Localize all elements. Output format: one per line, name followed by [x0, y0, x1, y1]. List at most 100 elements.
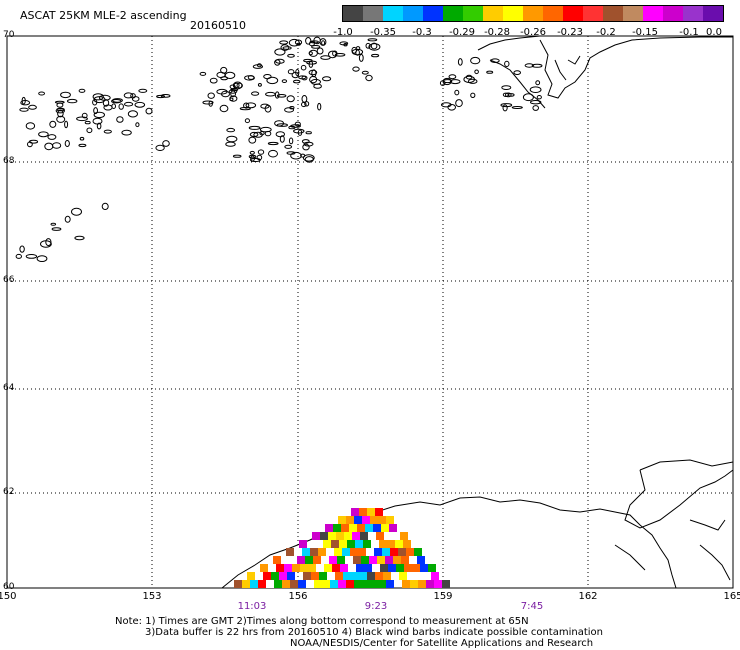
wind-cell: [399, 572, 407, 580]
longitude-label: 150: [0, 591, 17, 602]
ice-contour: [308, 49, 318, 57]
wind-cell: [346, 516, 354, 524]
ice-contour: [535, 80, 541, 86]
ice-contour: [199, 71, 207, 76]
color-swatch: [483, 6, 503, 21]
color-swatch: [523, 6, 543, 21]
ice-contour: [264, 130, 272, 137]
wind-cell: [388, 564, 396, 572]
ice-contour: [76, 116, 88, 122]
pass-time-1: 11:03: [237, 601, 267, 612]
ice-contour: [502, 104, 508, 112]
wind-cell: [341, 524, 349, 532]
wind-cell: [260, 564, 268, 572]
color-tick-label: -0.23: [557, 27, 583, 38]
ice-contour: [131, 96, 140, 102]
wind-cell: [321, 556, 329, 564]
wind-cell: [390, 548, 398, 556]
color-swatch: [363, 6, 383, 21]
ice-contour: [156, 94, 166, 99]
wind-cell: [364, 564, 372, 572]
latitude-label: 68: [3, 156, 15, 166]
wind-cell: [292, 564, 300, 572]
ice-contour: [257, 83, 262, 87]
wind-cell: [359, 508, 367, 516]
ice-contour: [504, 60, 510, 68]
ice-contour: [209, 77, 218, 84]
ice-contour: [455, 99, 463, 108]
ice-contour: [367, 38, 378, 42]
ice-contour: [447, 104, 457, 111]
wind-cell: [369, 556, 377, 564]
color-swatch: [643, 6, 663, 21]
wind-cell: [337, 556, 345, 564]
ice-contour: [490, 58, 500, 64]
ice-contour: [294, 39, 303, 46]
ice-contour: [247, 75, 255, 80]
ice-contour: [454, 89, 460, 96]
wind-cell: [352, 532, 360, 540]
ice-contour: [123, 92, 134, 99]
wind-cell: [395, 540, 403, 548]
wind-cell: [383, 572, 391, 580]
longitude-label: 153: [142, 591, 162, 602]
ice-contour: [248, 136, 257, 144]
wind-cell: [351, 508, 359, 516]
wind-cell: [299, 540, 307, 548]
ice-contour: [127, 110, 138, 118]
wind-cell: [276, 564, 284, 572]
pass-time-2: 9:23: [364, 601, 388, 612]
wind-cell: [389, 524, 397, 532]
ice-contour: [78, 88, 86, 93]
ice-contour: [256, 154, 263, 161]
ice-contour: [300, 64, 307, 71]
wind-cell: [247, 572, 255, 580]
color-swatch: [663, 6, 683, 21]
ice-contour: [290, 124, 302, 128]
wind-cell: [349, 524, 357, 532]
wind-cell: [287, 572, 295, 580]
wind-cell: [404, 564, 412, 572]
wind-cell: [362, 516, 370, 524]
ice-contour: [79, 136, 85, 141]
note-line-2: 3)Data buffer is 22 hrs from 20160510 4)…: [145, 627, 603, 638]
wind-cell: [417, 556, 425, 564]
ice-contour: [288, 38, 300, 47]
wind-cell: [324, 564, 332, 572]
wind-cell: [263, 572, 271, 580]
wind-cell: [344, 532, 352, 540]
ice-contour: [321, 40, 326, 46]
wind-cell: [377, 556, 385, 564]
ice-contour: [287, 69, 295, 75]
ice-contour: [86, 127, 93, 134]
ice-contour: [111, 103, 116, 109]
wind-cell: [333, 524, 341, 532]
wind-cell: [414, 548, 422, 556]
ice-contour: [529, 86, 542, 93]
color-swatch: [343, 6, 363, 21]
ice-contour: [309, 75, 318, 84]
ice-contour: [308, 60, 314, 68]
ice-contour: [332, 50, 338, 57]
wind-cell: [339, 540, 347, 548]
ice-contour: [28, 104, 37, 110]
wind-cell: [396, 564, 404, 572]
wind-cell: [313, 556, 321, 564]
wind-cell: [315, 540, 323, 548]
wind-cell: [370, 580, 378, 588]
wind-cell: [294, 548, 302, 556]
wind-cell: [325, 524, 333, 532]
color-tick-label: -1.0: [333, 27, 353, 38]
wind-cell: [386, 516, 394, 524]
ice-contour: [467, 78, 478, 84]
color-tick-label: -0.2: [596, 27, 616, 38]
ice-contour: [226, 135, 238, 143]
ice-contour: [296, 42, 301, 46]
ice-contour: [311, 69, 317, 78]
ice-contour: [52, 142, 62, 149]
wind-cell: [250, 580, 258, 588]
ice-contour: [267, 141, 279, 146]
ice-contour: [301, 139, 310, 144]
ice-contour: [202, 100, 214, 105]
wind-cell: [375, 572, 383, 580]
